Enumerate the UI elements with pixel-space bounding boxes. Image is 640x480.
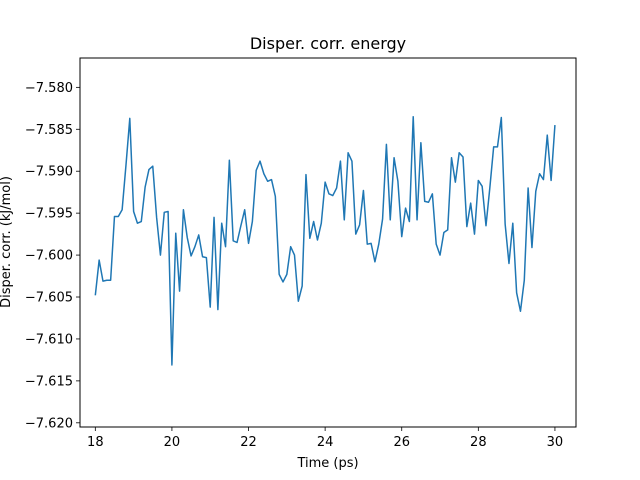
plot-frame — [79, 57, 577, 428]
y-tick-label: −7.615 — [25, 374, 73, 389]
x-axis-label: Time (ps) — [296, 456, 358, 471]
y-tick-label: −7.620 — [25, 416, 73, 431]
x-tick-label: 24 — [317, 435, 334, 450]
y-axis: −7.620 −7.615 −7.610 −7.605 −7.600 −7.595 −7.5… — [25, 81, 80, 431]
plot-area — [94, 115, 556, 366]
y-tick-label: −7.595 — [25, 207, 73, 222]
x-tick-label: 28 — [470, 435, 487, 450]
y-tick-label: −7.580 — [25, 81, 73, 96]
series-line-0 — [94, 115, 556, 366]
y-tick-label: −7.600 — [25, 249, 73, 264]
y-tick-label: −7.585 — [25, 123, 73, 138]
x-tick-label: 26 — [393, 435, 410, 450]
x-tick-label: 22 — [240, 435, 257, 450]
y-tick-label: −7.605 — [25, 291, 73, 306]
y-axis-label: Disper. corr. (kJ/mol) — [0, 176, 14, 308]
x-axis: 18 20 22 24 26 28 30 — [87, 427, 563, 450]
chart-title: Disper. corr. energy — [250, 34, 406, 53]
y-tick-label: −7.590 — [25, 165, 73, 180]
x-tick-label: 20 — [164, 435, 181, 450]
x-tick-label: 18 — [87, 435, 104, 450]
x-tick-label: 30 — [547, 435, 564, 450]
y-tick-label: −7.610 — [25, 332, 73, 347]
